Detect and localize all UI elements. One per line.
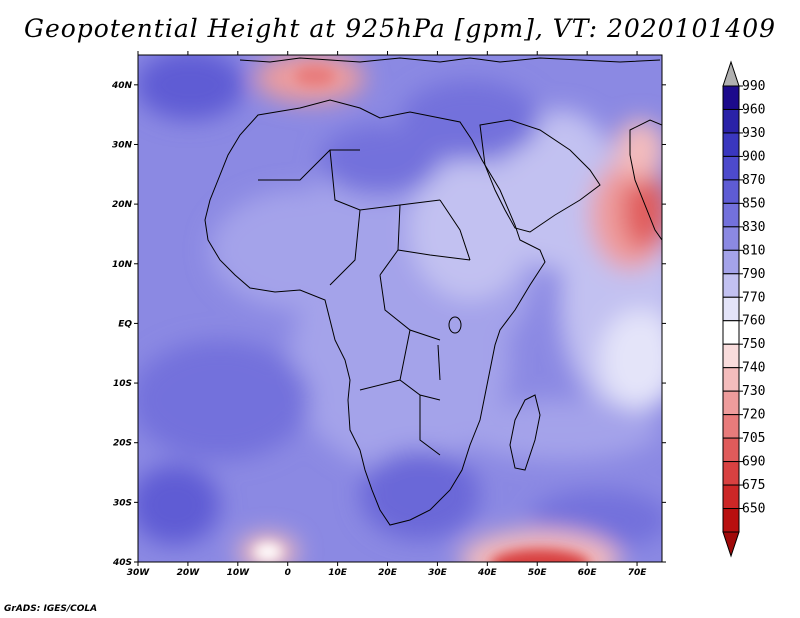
- lat-label: 40N: [111, 81, 133, 91]
- colorbar-label: 830: [742, 220, 765, 235]
- lon-label: 30W: [127, 568, 151, 578]
- colorbar-swatch: [722, 461, 740, 486]
- lon-label: 50E: [528, 568, 548, 578]
- colorbar-label: 870: [742, 173, 765, 188]
- lon-label: 60E: [578, 568, 598, 578]
- colorbar-swatch: [722, 132, 740, 157]
- colorbar-label: 790: [742, 267, 765, 282]
- colorbar: 990 960 930 900 870 850 830 810 790 770 760 750 740 7…: [722, 60, 765, 558]
- colorbar-label: 770: [742, 290, 765, 305]
- colorbar-swatch: [722, 202, 740, 228]
- colorbar-label: 930: [742, 126, 765, 141]
- colorbar-swatch: [722, 85, 740, 110]
- lon-label: 10W: [227, 568, 251, 578]
- grads-credit: GrADS: IGES/COLA: [4, 604, 98, 614]
- colorbar-swatch: [722, 179, 740, 204]
- colorbar-swatch: [722, 226, 740, 251]
- height-field: [138, 55, 662, 562]
- lon-label: 20W: [177, 568, 201, 578]
- colorbar-label: 760: [742, 314, 765, 329]
- lat-label: 30S: [113, 498, 132, 508]
- lat-label: 30N: [112, 140, 133, 150]
- colorbar-swatch: [722, 296, 740, 322]
- colorbar-top-arrow: [722, 60, 740, 87]
- colorbar-swatch: [722, 508, 740, 533]
- colorbar-label: 740: [742, 361, 765, 376]
- map-title: Geopotential Height at 925hPa [gpm], VT:…: [23, 14, 777, 43]
- lon-label: 40E: [477, 568, 498, 578]
- colorbar-label: 690: [742, 455, 765, 470]
- lon-label: 30E: [428, 568, 448, 578]
- map-frame: [137, 54, 663, 563]
- colorbar-label: 750: [742, 337, 765, 352]
- lat-label: 10S: [113, 379, 132, 389]
- colorbar-label: 675: [742, 478, 765, 493]
- colorbar-label: 850: [742, 196, 765, 211]
- lat-label: 20N: [112, 200, 133, 210]
- lon-label: 10E: [328, 568, 348, 578]
- colorbar-swatch: [722, 273, 740, 298]
- colorbar-swatch: [722, 437, 740, 463]
- lat-label: EQ: [118, 319, 132, 329]
- colorbar-label: 705: [742, 431, 765, 446]
- colorbar-label: 810: [742, 243, 765, 258]
- lat-label: 10N: [112, 260, 133, 270]
- colorbar-label: 720: [742, 408, 765, 423]
- colorbar-swatch: [722, 343, 740, 369]
- colorbar-label: 960: [742, 102, 765, 117]
- colorbar-swatch: [722, 484, 740, 510]
- lon-label: 70E: [628, 568, 648, 578]
- colorbar-swatch: [722, 367, 740, 392]
- colorbar-swatch: [722, 414, 740, 439]
- coastlines: [204, 57, 662, 526]
- colorbar-label: 990: [742, 79, 765, 94]
- latitude-axis: 40N 30N 20N 10N EQ 10S 20S 30S 40S: [111, 81, 666, 568]
- colorbar-bottom-arrow: [722, 531, 740, 558]
- colorbar-label: 730: [742, 384, 765, 399]
- colorbar-label: 650: [742, 502, 765, 517]
- colorbar-swatch: [722, 320, 740, 345]
- lon-label: 0: [285, 568, 291, 578]
- colorbar-swatch: [722, 108, 740, 134]
- colorbar-swatch: [722, 155, 740, 181]
- lat-label: 40S: [112, 558, 132, 568]
- colorbar-swatch: [722, 249, 740, 275]
- colorbar-label: 900: [742, 149, 765, 164]
- colorbar-swatch: [722, 390, 740, 416]
- lon-label: 20E: [378, 568, 398, 578]
- lat-label: 20S: [113, 439, 132, 449]
- longitude-axis: 30W 20W 10W 0 10E 20E 30E 40E 50E 60E 70E: [127, 51, 647, 578]
